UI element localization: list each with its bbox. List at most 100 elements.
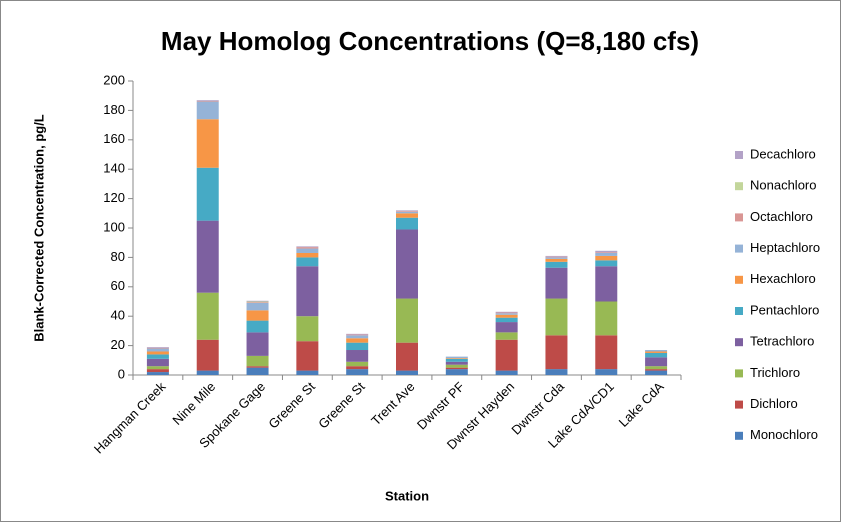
bar-segment (296, 370, 319, 375)
bar-segment (246, 366, 269, 368)
bar-segment (196, 167, 219, 221)
legend-swatch (735, 400, 743, 409)
bar-segment (396, 370, 418, 375)
bar-segment (396, 298, 418, 343)
bar-segment (495, 317, 518, 323)
y-tick-label: 200 (103, 72, 125, 87)
bar-segment (146, 358, 169, 367)
legend-swatch (735, 307, 743, 315)
bar-segment (246, 367, 269, 375)
bar-segment (595, 369, 618, 375)
bar-segment (645, 350, 668, 352)
y-tick-label: 180 (103, 102, 125, 117)
bar-segment (196, 339, 219, 371)
legend-label: Octachloro (750, 209, 813, 224)
bar-segment (196, 119, 219, 168)
bar-segment (595, 250, 618, 253)
legend-label: Tetrachloro (750, 334, 814, 349)
bar-segment (495, 314, 518, 318)
legend-swatch (735, 275, 743, 284)
bar-segment (346, 342, 369, 351)
bar-segment (595, 301, 618, 336)
bar-segment (296, 247, 319, 249)
bar-segment (296, 257, 319, 267)
bar-segment (396, 229, 418, 299)
bar-segment (346, 350, 369, 362)
x-axis-label: Station (385, 488, 429, 503)
y-tick-label: 120 (103, 190, 125, 205)
bar-segment (445, 369, 468, 375)
bar-segment (595, 260, 618, 267)
bar-segment (445, 361, 468, 365)
bar-segment (445, 358, 468, 362)
bar-segment (545, 258, 568, 262)
bar-segment (545, 257, 568, 259)
bar-segment (296, 266, 319, 317)
bar-segment (545, 267, 568, 299)
y-tick-label: 0 (118, 366, 125, 381)
bar-segment (146, 354, 169, 359)
bar-segment (645, 351, 668, 353)
y-tick-label: 100 (103, 219, 125, 234)
legend-swatch (735, 151, 743, 159)
bar-segment (296, 316, 319, 342)
legend-swatch (735, 182, 743, 191)
bar-segment (445, 356, 468, 359)
bar-segment (495, 311, 518, 313)
y-axis-label: Blank-Corrected Concentration, pg/L (31, 114, 46, 342)
bar-segment (445, 358, 468, 359)
bar-segment (246, 300, 269, 302)
bar-segment (645, 369, 668, 371)
legend-swatch (735, 244, 743, 253)
bar-segment (346, 361, 369, 367)
bar-segment (146, 347, 169, 349)
bar-segment (196, 100, 219, 101)
legend-label: Heptachloro (750, 240, 820, 255)
bar-segment (595, 252, 618, 253)
bar-segment (396, 213, 418, 218)
y-tick-label: 160 (103, 131, 125, 146)
bar-segment (196, 220, 219, 293)
legend-label: Monochloro (750, 427, 818, 442)
y-tick-label: 20 (111, 337, 125, 352)
legend-swatch (735, 369, 743, 378)
bar-segment (396, 217, 418, 230)
bar-segment (196, 370, 219, 375)
bar-segment (346, 338, 369, 343)
bar-segment (445, 367, 468, 370)
bar-segment (645, 352, 668, 358)
bar-segment (246, 301, 269, 303)
legend-swatch (735, 431, 743, 440)
legend-label: Decachloro (750, 146, 816, 161)
legend-label: Dichloro (750, 396, 798, 411)
bar-segment (196, 100, 219, 102)
bar-segment (296, 248, 319, 253)
bar-segment (495, 322, 518, 333)
bar-segment (645, 357, 668, 367)
bar-segment (445, 364, 468, 368)
bar-segment (146, 369, 169, 373)
bar-segment (396, 211, 418, 214)
bar-segment (545, 255, 568, 257)
legend-label: Pentachloro (750, 302, 819, 317)
y-tick-label: 80 (111, 249, 125, 264)
y-tick-label: 40 (111, 308, 125, 323)
bar-segment (396, 211, 418, 212)
bar-segment (296, 341, 319, 371)
bar-segment (545, 256, 568, 258)
bar-segment (246, 302, 269, 303)
bar-segment (346, 335, 369, 339)
bar-segment (495, 312, 518, 314)
bar-segment (595, 252, 618, 256)
bar-segment (246, 332, 269, 356)
legend-swatch (735, 338, 743, 347)
bar-segment (545, 335, 568, 370)
bar-segment (296, 252, 319, 258)
bar-segment (196, 292, 219, 340)
bar-segment (495, 370, 518, 375)
chart-title: May Homolog Concentrations (Q=8,180 cfs) (161, 26, 699, 56)
bar-segment (246, 320, 269, 333)
y-tick-label: 140 (103, 161, 125, 176)
